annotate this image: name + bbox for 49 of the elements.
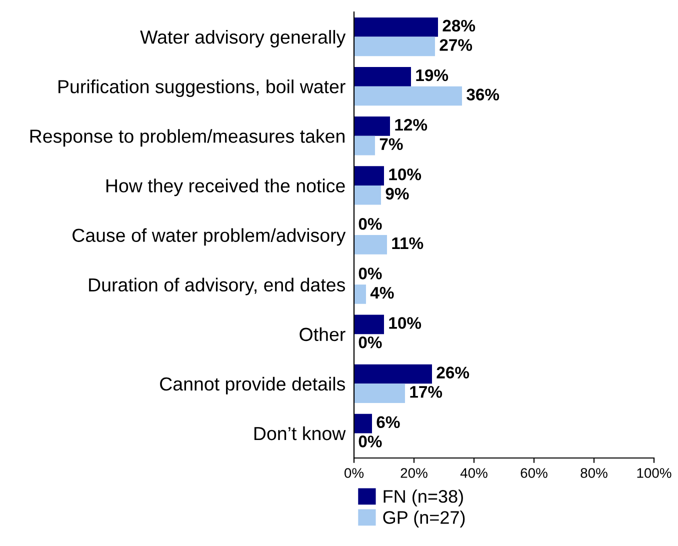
- bar: [354, 67, 411, 86]
- bar: [354, 136, 375, 156]
- bar: [354, 414, 372, 434]
- y-tick-label: Cause of water problem/advisory: [72, 228, 346, 246]
- y-tick-label: Response to problem/measures taken: [30, 129, 344, 147]
- data-label: 36%: [466, 88, 500, 100]
- data-label: 11%: [392, 237, 424, 250]
- data-label: 10%: [389, 317, 422, 329]
- y-tick-label: Cannot provide details: [160, 376, 346, 394]
- bar: [354, 384, 405, 403]
- x-tick-label: 80%: [580, 468, 608, 478]
- bar: [354, 36, 435, 56]
- data-label: 12%: [395, 118, 428, 131]
- y-tick-label: Water advisory generally: [140, 30, 346, 48]
- data-label: 19%: [416, 69, 448, 82]
- data-label: 0%: [358, 268, 382, 280]
- legend-label: FN (n=38): [384, 490, 463, 506]
- data-label: 0%: [358, 436, 382, 448]
- bar: [354, 364, 432, 384]
- x-tick-label: 60%: [520, 468, 548, 478]
- data-label: 26%: [436, 366, 470, 378]
- data-label: 27%: [440, 39, 472, 51]
- x-tick-label: 0%: [344, 468, 364, 478]
- y-tick-label: Don’t know: [254, 426, 346, 440]
- data-label: 9%: [386, 188, 409, 200]
- x-tick-label: 40%: [460, 468, 488, 478]
- y-tick-label: Other: [300, 327, 346, 342]
- data-label: 4%: [370, 286, 394, 299]
- bar: [354, 116, 390, 136]
- bar: [354, 17, 438, 37]
- bar: [354, 235, 387, 254]
- bar: [354, 86, 462, 106]
- data-label: 0%: [358, 336, 382, 348]
- y-tick-label: Duration of advisory, end dates: [89, 278, 346, 296]
- bar: [354, 185, 381, 205]
- data-label: 7%: [380, 138, 403, 150]
- data-label: 6%: [376, 416, 400, 428]
- x-tick-label: 20%: [400, 468, 428, 478]
- bar: [354, 284, 366, 304]
- x-tick-label: 100%: [637, 468, 672, 478]
- bar: [354, 314, 384, 334]
- y-tick-label: Purification suggestions, boil water: [58, 80, 346, 98]
- bar: [354, 166, 384, 186]
- data-label: 17%: [410, 386, 442, 398]
- data-label: 0%: [358, 218, 382, 230]
- legend-label: GP (n=27): [383, 510, 465, 528]
- data-label: 10%: [389, 168, 422, 180]
- data-label: 28%: [442, 20, 476, 32]
- y-tick-label: How they received the notice: [106, 178, 345, 196]
